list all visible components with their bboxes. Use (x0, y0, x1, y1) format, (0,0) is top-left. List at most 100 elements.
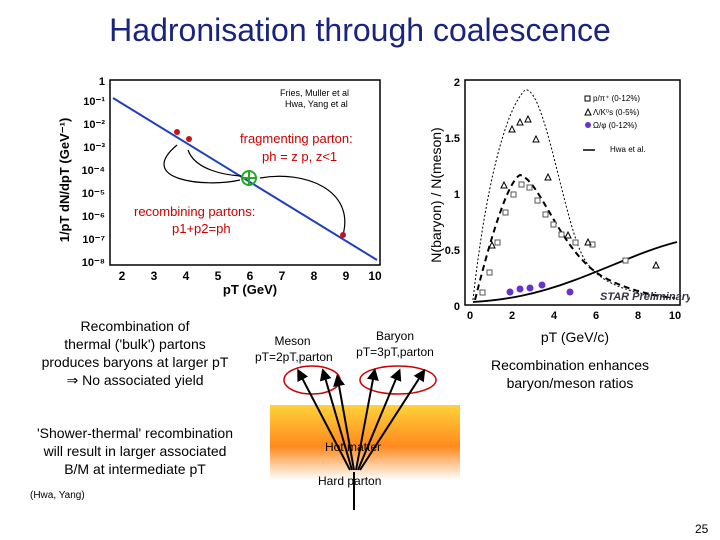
meson-formula: pT=2pT,parton (255, 350, 333, 364)
left-ytick-1: 10⁻¹ (83, 96, 105, 108)
lambda-point-3 (508, 124, 516, 133)
shower-line-2: will result in larger associated (43, 443, 227, 459)
parton-point-3 (340, 232, 346, 238)
curve-dotted (472, 89, 676, 301)
shower-thermal-text: 'Shower-thermal' recombination will resu… (10, 424, 260, 478)
recombination-line-1: Recombination of (80, 318, 190, 334)
right-xtick-10: 10 (669, 310, 681, 322)
recombination-thermal-text: Recombination of thermal ('bulk') parton… (10, 317, 260, 389)
left-ylabel: 1/pT dN/dpT (GeV⁻¹) (57, 118, 72, 243)
lambda-point-7 (544, 172, 552, 181)
left-ytick-0: 1 (99, 76, 105, 88)
left-xtick-2: 2 (119, 269, 126, 283)
right-xtick-8: 8 (635, 310, 641, 322)
right-xtick-6: 6 (593, 310, 599, 322)
left-xtick-10: 10 (368, 269, 382, 283)
coalescence-diagram (270, 365, 460, 510)
lambda-point-10 (652, 260, 660, 269)
right-xlabel: pT (GeV/c) (541, 329, 609, 345)
right-xtick-4: 4 (551, 310, 558, 322)
omega-point-4 (538, 281, 546, 289)
left-ytick-3: 10⁻³ (83, 142, 105, 154)
enhances-line-2: baryon/meson ratios (506, 375, 634, 391)
recombining-formula: p1+p2=ph (172, 221, 231, 236)
baryon-arrow-2 (357, 368, 402, 471)
lambda-point-2 (500, 180, 508, 189)
enhances-line-1: Recombination enhances (491, 357, 649, 373)
left-spectrum-plot: 1 10⁻¹ 10⁻² 10⁻³ 10⁻⁴ 10⁻⁵ 10⁻⁶ 10⁻⁷ 10⁻… (57, 76, 382, 297)
p-pi-point-6 (518, 181, 525, 188)
p-pi-point-1 (479, 289, 486, 296)
p-pi-point-14 (622, 257, 629, 264)
left-ytick-2: 10⁻² (83, 119, 105, 131)
page-number: 25 (695, 522, 709, 536)
left-ytick-8: 10⁻⁸ (82, 257, 105, 269)
right-xtick-2: 2 (509, 310, 515, 322)
reference-line-2: Hwa, Yang et al (285, 99, 348, 109)
lambda-point-5 (524, 114, 532, 123)
shower-arrow (333, 374, 355, 471)
left-ytick-5: 10⁻⁵ (82, 188, 105, 200)
recombine-arrow-1 (163, 144, 241, 184)
baryon-label: Baryon (375, 329, 415, 343)
omega-point-5 (566, 288, 574, 296)
left-xtick-6: 6 (247, 269, 254, 283)
star-preliminary: STAR Preliminary (600, 291, 690, 303)
recombining-title: recombining partons: (134, 204, 256, 219)
left-xtick-8: 8 (311, 269, 318, 283)
meson-label: Meson (274, 334, 311, 348)
legend-lambda: Λ/K⁰s (0-5%) (593, 108, 640, 117)
legend-p-pi: p/π⁺ (0-12%) (593, 94, 640, 103)
lambda-point-4 (516, 117, 524, 126)
shower-line-3: B/M at intermediate pT (64, 461, 206, 477)
right-ytick-0: 0 (454, 301, 460, 313)
baryon-formula: pT=3pT,parton (356, 345, 434, 359)
p-pi-point-11 (558, 231, 565, 238)
right-ytick-2: 2 (454, 77, 460, 89)
omega-point-3 (526, 284, 534, 292)
p-pi-point-5 (510, 191, 517, 198)
meson-ellipse (283, 365, 341, 395)
shower-line-1: 'Shower-thermal' recombination (37, 425, 233, 441)
recombination-line-2: thermal ('bulk') partons (64, 336, 206, 352)
fragmenting-formula: ph = z p, z<1 (262, 149, 338, 164)
meson-label-block: Meson pT=2pT,parton (255, 333, 333, 365)
meson-arrow-2 (319, 368, 353, 471)
curve-solid-hwa (472, 241, 678, 303)
fragmenting-title: fragmenting parton: (240, 131, 353, 146)
left-xtick-7: 7 (279, 269, 286, 283)
right-ytick-0.5: 0.5 (445, 245, 460, 257)
omega-point-1 (506, 288, 514, 296)
fragment-arrow (259, 175, 346, 236)
baryon-meson-ratio-plot: 0 0.5 1 1.5 2 0 2 4 6 8 10 pT (GeV/c) N(… (428, 77, 690, 345)
p-pi-point-8 (534, 197, 541, 204)
enhances-text: Recombination enhances baryon/meson rati… (470, 356, 670, 392)
left-ytick-4: 10⁻⁴ (82, 165, 105, 177)
parton-point-1 (174, 129, 180, 135)
lambda-point-9 (584, 237, 592, 246)
baryon-label-block: Baryon pT=3pT,parton (355, 328, 435, 360)
right-xtick-0: 0 (467, 310, 473, 322)
p-pi-point-2 (486, 269, 493, 276)
recombination-line-3: produces baryons at larger pT (41, 354, 229, 370)
p-pi-point-9 (542, 211, 549, 218)
baryon-arrow-3 (359, 368, 426, 471)
lambda-point-8 (564, 230, 572, 239)
parton-point-2 (186, 136, 192, 142)
left-xtick-5: 5 (215, 269, 222, 283)
left-plot-frame (109, 79, 381, 266)
p-pi-point-12 (572, 239, 579, 246)
citation: (Hwa, Yang) (30, 490, 85, 501)
lambda-point-6 (532, 134, 540, 143)
hard-parton-label: Hard parton (318, 474, 382, 488)
legend-hwa: Hwa et al. (610, 145, 646, 154)
left-xlabel: pT (GeV) (223, 282, 277, 297)
left-ytick-6: 10⁻⁶ (82, 211, 105, 223)
curve-dashed (474, 173, 676, 301)
left-xtick-3: 3 (151, 269, 158, 283)
hot-matter-label: Hot matter (325, 440, 382, 454)
meson-arrow-1 (297, 368, 351, 471)
right-ylabel: N(baryon) / N(meson) (428, 127, 444, 262)
reference-line-1: Fries, Muller et al (280, 88, 350, 98)
baryon-arrow-1 (355, 368, 379, 471)
